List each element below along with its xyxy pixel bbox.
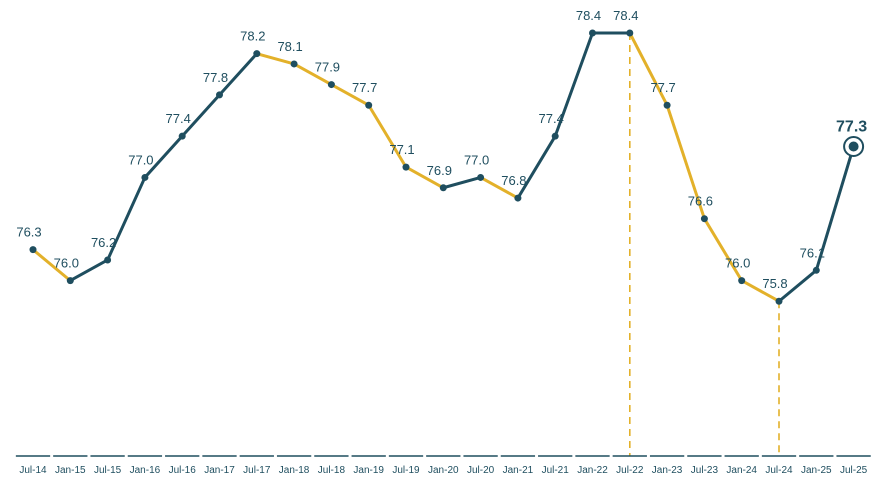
data-label: 77.7 bbox=[650, 80, 675, 95]
x-tick-labels: Jul-14 Jan-15 Jul-15 Jan-16 Jul-16 Jan-17 Jul-… bbox=[19, 465, 867, 476]
x-tick-label: Jul-18 bbox=[318, 465, 346, 476]
data-label: 77.3 bbox=[836, 118, 867, 135]
data-point bbox=[514, 194, 522, 202]
x-tick-label: Jul-17 bbox=[243, 465, 271, 476]
x-tick-label: Jul-22 bbox=[616, 465, 644, 476]
line-segment bbox=[553, 31, 594, 138]
data-point bbox=[663, 101, 671, 109]
line-segment bbox=[702, 217, 744, 283]
data-point bbox=[141, 173, 149, 181]
line-segment bbox=[516, 134, 557, 200]
x-tick-label: Jan-20 bbox=[428, 465, 459, 476]
x-tick-label: Jan-23 bbox=[652, 465, 683, 476]
data-label: 77.1 bbox=[389, 142, 414, 157]
data-label: 77.4 bbox=[539, 111, 564, 126]
data-labels: 76.3 76.0 76.2 77.0 77.4 77.8 78.2 78.1 77.9 77.7… bbox=[16, 8, 867, 291]
data-label: 76.9 bbox=[427, 163, 452, 178]
x-tick-label: Jan-18 bbox=[279, 465, 310, 476]
data-label: 77.4 bbox=[166, 111, 191, 126]
data-point bbox=[848, 141, 859, 152]
x-tick-label: Jan-24 bbox=[726, 465, 757, 476]
x-tick-label: Jan-22 bbox=[577, 465, 608, 476]
line-segment bbox=[218, 52, 259, 97]
data-label: 77.8 bbox=[203, 70, 228, 85]
data-label: 76.3 bbox=[16, 225, 41, 240]
data-point bbox=[104, 256, 112, 264]
line-segment bbox=[68, 258, 110, 283]
line-segment bbox=[292, 62, 333, 87]
x-tick-label: Jan-25 bbox=[801, 465, 832, 476]
x-tick-label: Jul-23 bbox=[691, 465, 719, 476]
x-tick-label: Jul-15 bbox=[94, 465, 122, 476]
line-segment bbox=[180, 93, 221, 138]
line-segments bbox=[31, 31, 856, 303]
line-segment bbox=[479, 175, 520, 200]
data-label: 76.1 bbox=[800, 245, 825, 260]
line-segment bbox=[814, 144, 856, 272]
data-point bbox=[66, 277, 74, 285]
line-segment bbox=[441, 175, 483, 190]
x-tick-label: Jan-16 bbox=[130, 465, 161, 476]
line-segment bbox=[628, 31, 669, 107]
data-label: 78.4 bbox=[613, 8, 638, 23]
data-point bbox=[812, 266, 820, 274]
reference-lines bbox=[628, 33, 780, 456]
data-label: 76.0 bbox=[54, 256, 79, 271]
line-segment bbox=[665, 103, 706, 221]
data-point bbox=[700, 215, 708, 223]
data-point bbox=[290, 60, 298, 68]
x-tick-label: Jan-15 bbox=[55, 465, 86, 476]
data-point bbox=[178, 132, 186, 140]
x-tick-label: Jul-21 bbox=[542, 465, 570, 476]
data-label: 76.2 bbox=[91, 235, 116, 250]
data-point bbox=[439, 184, 447, 192]
line-segment bbox=[329, 83, 371, 107]
data-point bbox=[477, 173, 485, 181]
x-tick-label: Jul-19 bbox=[392, 465, 420, 476]
data-point bbox=[775, 297, 783, 305]
data-label: 78.1 bbox=[277, 39, 302, 54]
line-segment bbox=[143, 134, 184, 179]
data-points bbox=[29, 29, 865, 305]
data-label: 77.9 bbox=[315, 60, 340, 75]
data-point bbox=[216, 91, 223, 99]
data-point bbox=[327, 81, 335, 89]
data-point bbox=[626, 29, 634, 37]
line-segment bbox=[777, 268, 818, 303]
x-tick-label: Jul-14 bbox=[19, 465, 47, 476]
x-tick-label: Jul-25 bbox=[840, 465, 868, 476]
data-point bbox=[551, 132, 559, 140]
data-label: 77.0 bbox=[464, 152, 489, 167]
line-segment bbox=[31, 248, 72, 283]
data-point bbox=[589, 29, 596, 37]
line-segment bbox=[106, 175, 147, 262]
data-point bbox=[738, 277, 746, 285]
data-label: 75.8 bbox=[762, 276, 787, 291]
x-tick-label: Jul-16 bbox=[169, 465, 197, 476]
data-label: 77.0 bbox=[128, 152, 153, 167]
line-segment bbox=[255, 52, 296, 66]
data-point bbox=[253, 50, 261, 58]
data-label: 76.8 bbox=[501, 173, 526, 188]
data-point bbox=[29, 246, 37, 254]
x-tick-label: Jul-24 bbox=[765, 465, 793, 476]
data-point bbox=[365, 101, 373, 109]
data-label: 78.4 bbox=[576, 8, 601, 23]
line-segment bbox=[367, 103, 408, 169]
line-segment bbox=[404, 165, 445, 190]
data-label: 76.6 bbox=[688, 194, 713, 209]
data-label: 78.2 bbox=[240, 29, 265, 44]
line-segment bbox=[740, 279, 781, 303]
data-label: 76.0 bbox=[725, 256, 750, 271]
x-tick-label: Jan-19 bbox=[353, 465, 384, 476]
data-point bbox=[402, 163, 410, 171]
x-tick-label: Jan-21 bbox=[503, 465, 534, 476]
x-tick-label: Jan-17 bbox=[204, 465, 235, 476]
data-label: 77.7 bbox=[352, 80, 377, 95]
x-tick-label: Jul-20 bbox=[467, 465, 495, 476]
